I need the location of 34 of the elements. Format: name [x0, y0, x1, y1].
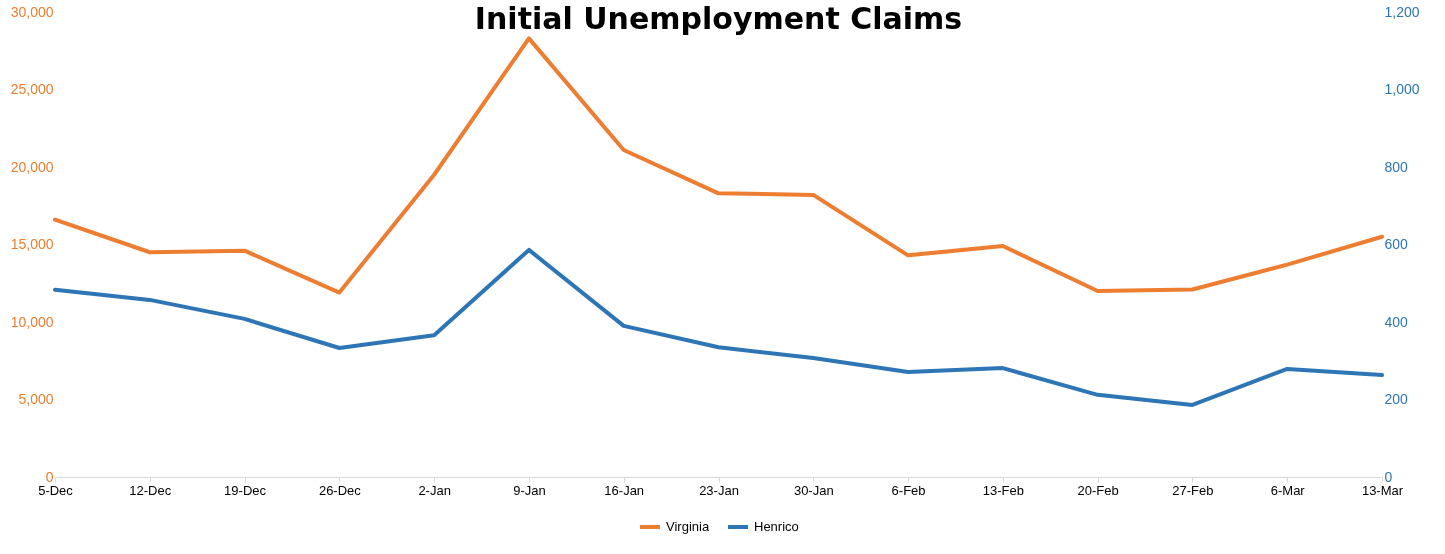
x-tick-label: 23-Jan: [699, 482, 739, 498]
y-tick-label: 25,000: [10, 81, 54, 97]
y-tick-label: 0: [45, 468, 54, 485]
line-series: [53, 36, 1384, 295]
line-series: [53, 247, 1384, 407]
x-tick-label: 27-Feb: [1172, 482, 1214, 498]
x-tick-label: 12-Dec: [129, 482, 172, 498]
x-tick-label: 26-Dec: [318, 482, 362, 498]
y-tick-label: 5,000: [18, 391, 54, 407]
y-tick-label: 20,000: [10, 158, 54, 175]
x-tick-label: 13-Feb: [982, 482, 1024, 498]
x-tick-label: 16-Jan: [604, 482, 645, 498]
y-tick-label: 30,000: [10, 3, 54, 20]
y2-tick-label: 1,200: [1384, 3, 1420, 20]
legend-label: Virginia: [666, 519, 710, 534]
y2-tick-label: 0: [1384, 468, 1393, 485]
x-tick-label: 5-Dec: [38, 482, 74, 498]
x-tick-label: 13-Mar: [1361, 482, 1404, 498]
y2-tick-label: 1,000: [1384, 81, 1420, 97]
x-tick-label: 6-Feb: [891, 482, 926, 498]
x-tick-label: 6-Mar: [1270, 482, 1306, 498]
x-tick-label: 9-Jan: [513, 482, 546, 498]
x-tick-label: 19-Dec: [224, 482, 267, 498]
y2-tick-label: 600: [1384, 236, 1409, 252]
x-tick-label: 30-Jan: [793, 482, 834, 498]
y2-tick-label: 800: [1384, 158, 1409, 175]
chart-title: Initial Unemployment Claims: [474, 1, 963, 36]
y-tick-label: 15,000: [10, 236, 54, 252]
x-tick-label: 20-Feb: [1077, 482, 1119, 498]
y-tick-label: 10,000: [10, 313, 54, 330]
legend-label: Henrico: [754, 519, 799, 534]
x-tick-label: 2-Jan: [418, 482, 451, 498]
y2-tick-label: 200: [1384, 391, 1409, 407]
y2-tick-label: 400: [1384, 313, 1409, 330]
